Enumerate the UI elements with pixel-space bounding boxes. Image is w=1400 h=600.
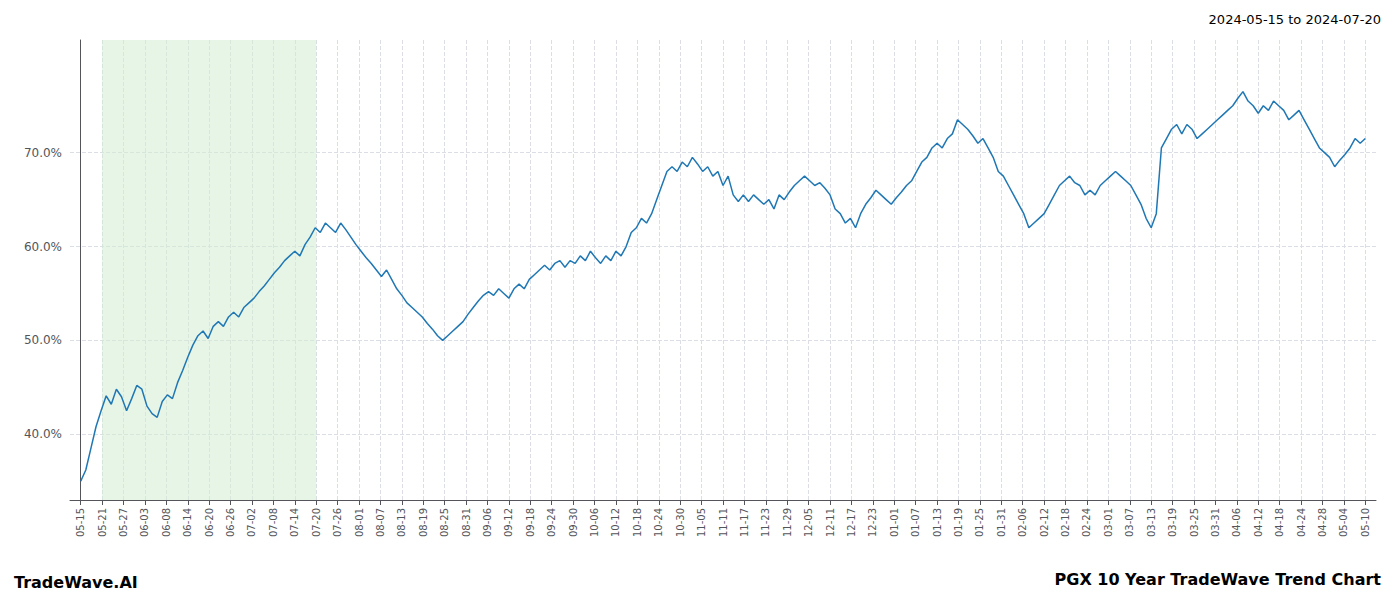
svg-text:05-10: 05-10 <box>1360 508 1371 537</box>
svg-text:05-04: 05-04 <box>1338 508 1349 537</box>
svg-text:08-31: 08-31 <box>461 508 472 537</box>
svg-text:07-20: 07-20 <box>311 508 322 537</box>
svg-text:11-05: 11-05 <box>696 508 707 537</box>
svg-text:05-27: 05-27 <box>118 508 129 537</box>
svg-text:60.0%: 60.0% <box>24 240 62 254</box>
svg-text:70.0%: 70.0% <box>24 146 62 160</box>
svg-text:08-25: 08-25 <box>439 508 450 537</box>
svg-text:08-19: 08-19 <box>418 508 429 537</box>
svg-text:12-23: 12-23 <box>867 508 878 537</box>
svg-text:07-14: 07-14 <box>289 508 300 537</box>
svg-text:11-29: 11-29 <box>782 508 793 537</box>
svg-text:03-25: 03-25 <box>1189 508 1200 537</box>
svg-text:40.0%: 40.0% <box>24 427 62 441</box>
svg-text:PGX 10 Year TradeWave Trend Ch: PGX 10 Year TradeWave Trend Chart <box>1055 570 1382 589</box>
svg-text:10-12: 10-12 <box>610 508 621 537</box>
svg-text:01-07: 01-07 <box>910 508 921 537</box>
svg-text:11-11: 11-11 <box>718 508 729 537</box>
svg-text:03-07: 03-07 <box>1124 508 1135 537</box>
svg-text:03-01: 03-01 <box>1103 508 1114 537</box>
svg-text:10-06: 10-06 <box>589 508 600 537</box>
svg-text:09-18: 09-18 <box>525 508 536 537</box>
svg-text:05-21: 05-21 <box>97 508 108 537</box>
svg-text:12-17: 12-17 <box>846 508 857 537</box>
svg-text:12-05: 12-05 <box>803 508 814 537</box>
svg-text:01-13: 01-13 <box>932 508 943 537</box>
svg-text:08-01: 08-01 <box>354 508 365 537</box>
svg-text:04-12: 04-12 <box>1253 508 1264 537</box>
svg-text:04-06: 04-06 <box>1231 508 1242 537</box>
svg-text:TradeWave.AI: TradeWave.AI <box>14 573 138 592</box>
svg-text:06-08: 06-08 <box>161 508 172 537</box>
svg-text:10-18: 10-18 <box>632 508 643 537</box>
svg-text:06-20: 06-20 <box>204 508 215 537</box>
svg-text:08-07: 08-07 <box>375 508 386 537</box>
svg-text:09-24: 09-24 <box>546 508 557 537</box>
svg-text:10-30: 10-30 <box>675 508 686 537</box>
svg-text:05-15: 05-15 <box>75 508 86 537</box>
svg-text:02-06: 02-06 <box>1017 508 1028 537</box>
svg-text:07-08: 07-08 <box>268 508 279 537</box>
svg-text:06-26: 06-26 <box>225 508 236 537</box>
svg-text:01-01: 01-01 <box>889 508 900 537</box>
svg-text:10-24: 10-24 <box>653 508 664 537</box>
svg-text:07-02: 07-02 <box>246 508 257 537</box>
svg-text:01-19: 01-19 <box>953 508 964 537</box>
svg-text:02-12: 02-12 <box>1039 508 1050 537</box>
svg-text:02-24: 02-24 <box>1081 508 1092 537</box>
svg-text:09-30: 09-30 <box>568 508 579 537</box>
svg-text:04-18: 04-18 <box>1274 508 1285 537</box>
svg-text:02-18: 02-18 <box>1060 508 1071 537</box>
svg-text:01-25: 01-25 <box>974 508 985 537</box>
svg-text:09-12: 09-12 <box>503 508 514 537</box>
svg-text:04-28: 04-28 <box>1317 508 1328 537</box>
svg-text:03-13: 03-13 <box>1146 508 1157 537</box>
svg-text:08-13: 08-13 <box>396 508 407 537</box>
svg-text:01-31: 01-31 <box>996 508 1007 537</box>
svg-text:12-11: 12-11 <box>825 508 836 537</box>
svg-text:2024-05-15 to 2024-07-20: 2024-05-15 to 2024-07-20 <box>1209 12 1381 27</box>
svg-text:50.0%: 50.0% <box>24 333 62 347</box>
svg-text:11-17: 11-17 <box>739 508 750 537</box>
svg-text:06-03: 06-03 <box>139 508 150 537</box>
svg-text:09-06: 09-06 <box>482 508 493 537</box>
svg-text:07-26: 07-26 <box>332 508 343 537</box>
svg-text:03-31: 03-31 <box>1210 508 1221 537</box>
svg-text:04-24: 04-24 <box>1296 508 1307 537</box>
svg-text:03-19: 03-19 <box>1167 508 1178 537</box>
svg-text:06-14: 06-14 <box>182 508 193 537</box>
svg-text:11-23: 11-23 <box>760 508 771 537</box>
